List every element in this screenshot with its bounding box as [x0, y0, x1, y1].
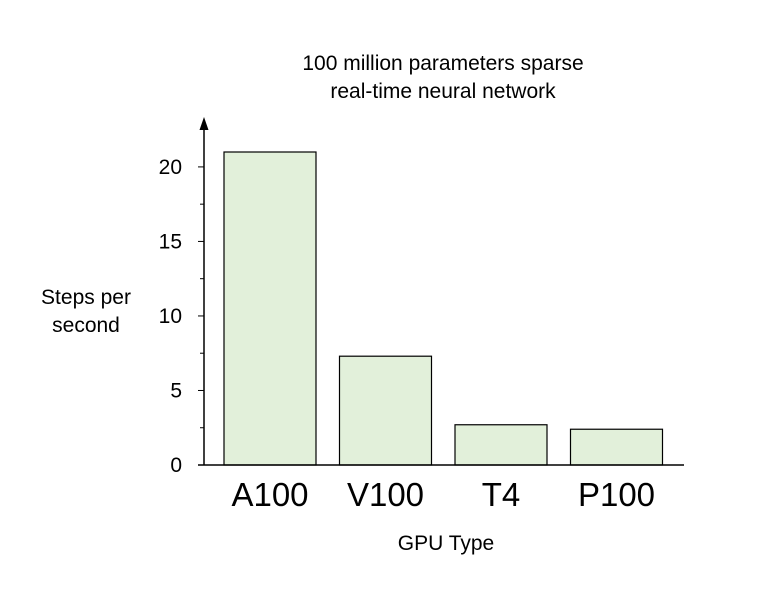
bars-group — [223, 151, 664, 466]
y-ticks-group: 0 5 10 15 20 — [159, 156, 204, 477]
y-axis-label-line-1: Steps per — [41, 286, 131, 309]
bar-t4 — [454, 424, 548, 466]
x-tick-label-v100: V100 — [347, 476, 424, 513]
x-axis-label: GPU Type — [398, 532, 495, 555]
chart-title-line-2: real-time neural network — [330, 80, 556, 103]
chart-title-line-1: 100 million parameters sparse — [302, 52, 583, 75]
y-tick-label-10: 10 — [159, 305, 182, 328]
y-tick-label-20: 20 — [159, 156, 182, 179]
y-tick-label-15: 15 — [159, 230, 182, 253]
x-ticks-group: A100 V100 T4 P100 — [231, 476, 655, 513]
y-axis-arrow — [199, 117, 209, 130]
bar-p100 — [569, 428, 664, 466]
x-tick-label-t4: T4 — [482, 476, 521, 513]
y-tick-label-5: 5 — [170, 379, 182, 402]
x-tick-label-a100: A100 — [231, 476, 308, 513]
bar-v100 — [338, 355, 433, 466]
bar-a100 — [223, 151, 317, 466]
y-axis-label-line-2: second — [52, 314, 120, 337]
x-tick-label-p100: P100 — [578, 476, 655, 513]
y-tick-label-0: 0 — [170, 454, 182, 477]
